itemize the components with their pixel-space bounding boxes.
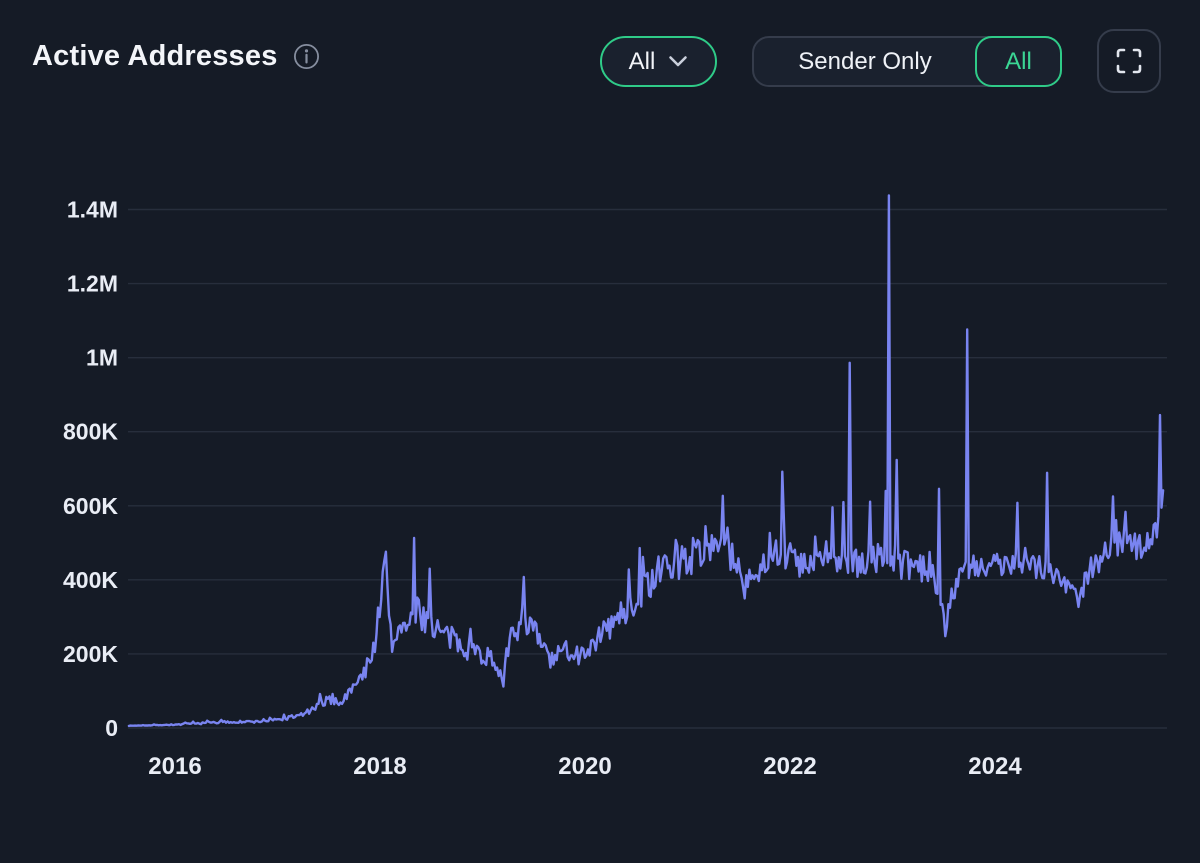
mode-toggle: Sender Only All [752, 36, 1062, 87]
y-axis-label: 1.2M [67, 271, 118, 297]
info-icon-glyph [293, 43, 319, 70]
toggle-option-sender-only[interactable]: Sender Only [754, 38, 976, 85]
x-axis-label: 2020 [558, 753, 611, 780]
fullscreen-button[interactable] [1097, 29, 1161, 93]
x-axis-label: 2018 [353, 753, 406, 780]
x-axis-label: 2016 [148, 753, 201, 780]
x-axis-label: 2022 [763, 753, 816, 780]
series-line [127, 194, 1165, 728]
y-axis-label: 600K [63, 493, 118, 519]
page-title: Active Addresses [32, 40, 278, 72]
fullscreen-icon [1116, 48, 1142, 74]
y-axis-label: 200K [63, 641, 118, 667]
y-axis-label: 1M [86, 345, 118, 371]
range-dropdown[interactable]: All [600, 36, 717, 87]
chart-header: Active Addresses [32, 40, 320, 73]
toggle-option-all[interactable]: All [975, 36, 1062, 87]
chevron-down-icon [669, 56, 688, 67]
x-axis-label: 2024 [968, 753, 1022, 780]
y-axis-label: 0 [105, 715, 118, 741]
toggle-option-sender-only-label: Sender Only [798, 47, 932, 75]
toggle-option-all-label: All [1005, 47, 1032, 75]
y-axis-label: 1.4M [67, 197, 118, 223]
y-axis-label: 400K [63, 567, 118, 593]
y-axis-label: 800K [63, 419, 118, 445]
range-dropdown-value: All [628, 47, 656, 75]
info-icon[interactable] [293, 43, 320, 70]
